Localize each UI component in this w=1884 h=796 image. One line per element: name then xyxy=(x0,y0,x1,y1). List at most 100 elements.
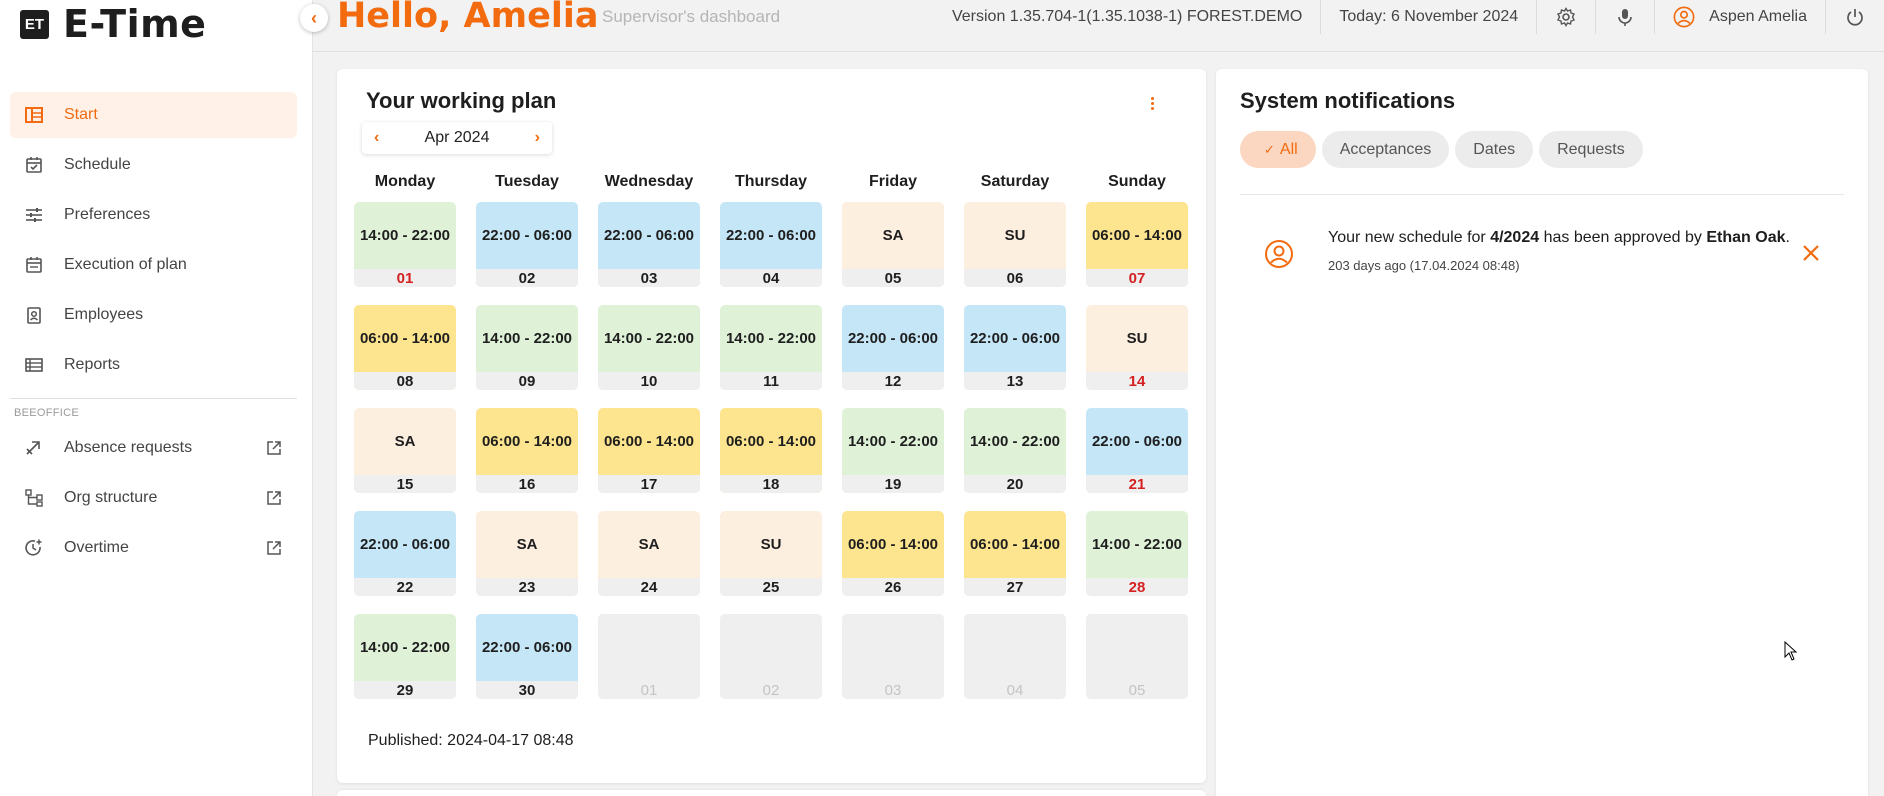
calendar-day-outside-month: 03 xyxy=(842,614,944,699)
shift-label: 06:00 - 14:00 xyxy=(603,433,695,450)
shift-label: 22:00 - 06:00 xyxy=(603,227,695,244)
shift-label: 14:00 - 22:00 xyxy=(481,330,573,347)
filter-requests[interactable]: Requests xyxy=(1539,131,1643,168)
sidebar-collapse-button[interactable]: ‹ xyxy=(300,4,328,32)
sidebar-item-org-structure[interactable]: Org structure xyxy=(10,475,297,521)
sidebar-item-label: Employees xyxy=(64,306,144,323)
calendar-day[interactable]: 22:00 - 06:00 04 xyxy=(720,202,822,287)
calendar-day[interactable]: 14:00 - 22:00 19 xyxy=(842,408,944,493)
logout-button[interactable] xyxy=(1825,0,1884,34)
page-subtitle: Supervisor's dashboard xyxy=(602,7,781,26)
sidebar-item-overtime[interactable]: Overtime xyxy=(10,525,297,571)
working-plan-card: Your working plan ‹ Apr 2024 › Monday Tue… xyxy=(337,69,1206,783)
calendar-day-outside-month: 02 xyxy=(720,614,822,699)
calendar-day[interactable]: 06:00 - 14:00 26 xyxy=(842,511,944,596)
user-menu[interactable]: Aspen Amelia xyxy=(1654,0,1825,34)
list-icon xyxy=(24,355,44,375)
user-avatar-icon xyxy=(1673,6,1695,28)
day-number: 06 xyxy=(964,269,1066,287)
calendar-day[interactable]: 06:00 - 14:00 27 xyxy=(964,511,1066,596)
sidebar-item-label: Reports xyxy=(64,356,121,373)
check-icon: ✓ xyxy=(1264,141,1275,157)
next-month-button[interactable]: › xyxy=(534,129,540,146)
shift-label xyxy=(842,614,944,681)
calendar-day[interactable]: 22:00 - 06:00 02 xyxy=(476,202,578,287)
sidebar-item-start[interactable]: Start xyxy=(10,92,297,138)
calendar-check-icon xyxy=(24,155,44,175)
shift-label: 06:00 - 14:00 xyxy=(359,330,451,347)
calendar-day-outside-month: 05 xyxy=(1086,614,1188,699)
day-number: 16 xyxy=(476,475,578,493)
notification-period: 4/2024 xyxy=(1490,229,1540,246)
calendar-day[interactable]: 14:00 - 22:00 09 xyxy=(476,305,578,390)
day-number: 24 xyxy=(598,578,700,596)
more-options-button[interactable] xyxy=(1144,91,1160,115)
shift-label: SA xyxy=(516,536,538,553)
calendar-day[interactable]: 22:00 - 06:00 13 xyxy=(964,305,1066,390)
shift-label: 22:00 - 06:00 xyxy=(481,639,573,656)
app-logo[interactable]: ET E-Time xyxy=(20,2,206,46)
filter-dates[interactable]: Dates xyxy=(1455,131,1534,168)
calendar-day[interactable]: 14:00 - 22:00 20 xyxy=(964,408,1066,493)
calendar-day[interactable]: 14:00 - 22:00 10 xyxy=(598,305,700,390)
sidebar-item-employees[interactable]: Employees xyxy=(10,292,297,338)
calendar-day[interactable]: 22:00 - 06:00 30 xyxy=(476,614,578,699)
shift-label: SA xyxy=(638,536,660,553)
calendar-day[interactable]: SA 23 xyxy=(476,511,578,596)
logo-mark: ET xyxy=(20,9,49,39)
sidebar-item-schedule[interactable]: Schedule xyxy=(10,142,297,188)
weekday-header: Monday Tuesday Wednesday Thursday Friday Satu… xyxy=(354,173,1194,193)
page-greeting: Hello, Amelia xyxy=(337,0,599,36)
sidebar-item-absence-requests[interactable]: Absence requests xyxy=(10,425,297,471)
header-toolbar: Version 1.35.704-1(1.35.1038-1) FOREST.D… xyxy=(934,0,1884,34)
calendar-day[interactable]: SA 05 xyxy=(842,202,944,287)
microphone-button[interactable] xyxy=(1595,0,1654,34)
sidebar-item-reports[interactable]: Reports xyxy=(10,342,297,388)
day-number: 10 xyxy=(598,372,700,390)
calendar-day[interactable]: 14:00 - 22:00 28 xyxy=(1086,511,1188,596)
calendar-day[interactable]: 06:00 - 14:00 16 xyxy=(476,408,578,493)
published-info: Published: 2024-04-17 08:48 xyxy=(368,732,574,749)
calendar-day[interactable]: 22:00 - 06:00 03 xyxy=(598,202,700,287)
month-picker: ‹ Apr 2024 › xyxy=(362,122,552,154)
day-number: 22 xyxy=(354,578,456,596)
notifications-card: System notifications ✓ All Acceptances D… xyxy=(1216,69,1868,796)
microphone-icon xyxy=(1614,6,1636,28)
calendar-day[interactable]: 06:00 - 14:00 18 xyxy=(720,408,822,493)
day-number: 04 xyxy=(964,681,1066,699)
filter-acceptances[interactable]: Acceptances xyxy=(1321,131,1450,168)
calendar-day[interactable]: SU 25 xyxy=(720,511,822,596)
more-vert-icon xyxy=(1150,96,1154,100)
shift-label: 14:00 - 22:00 xyxy=(359,639,451,656)
calendar-day[interactable]: 06:00 - 14:00 08 xyxy=(354,305,456,390)
calendar-day[interactable]: 22:00 - 06:00 22 xyxy=(354,511,456,596)
weekday-label: Friday xyxy=(868,173,917,190)
today-date: Today: 6 November 2024 xyxy=(1320,0,1536,34)
close-icon[interactable] xyxy=(1801,243,1821,263)
calendar-day[interactable]: 22:00 - 06:00 12 xyxy=(842,305,944,390)
filter-all[interactable]: ✓ All xyxy=(1240,131,1316,168)
day-number: 01 xyxy=(354,269,456,287)
calendar-day[interactable]: SA 24 xyxy=(598,511,700,596)
settings-button[interactable] xyxy=(1536,0,1595,34)
shift-label: 06:00 - 14:00 xyxy=(847,536,939,553)
calendar-day[interactable]: 14:00 - 22:00 29 xyxy=(354,614,456,699)
sidebar-item-execution-of-plan[interactable]: Execution of plan xyxy=(10,242,297,288)
prev-month-button[interactable]: ‹ xyxy=(374,129,380,146)
calendar-day[interactable]: SU 06 xyxy=(964,202,1066,287)
notification-item[interactable]: Your new schedule for 4/2024 has been ap… xyxy=(1240,225,1844,295)
shift-label: SA xyxy=(882,227,904,244)
sidebar-item-preferences[interactable]: Preferences xyxy=(10,192,297,238)
calendar-day[interactable]: 22:00 - 06:00 21 xyxy=(1086,408,1188,493)
calendar-day[interactable]: SU 14 xyxy=(1086,305,1188,390)
calendar-day[interactable]: 06:00 - 14:00 07 xyxy=(1086,202,1188,287)
calendar-day[interactable]: 06:00 - 14:00 17 xyxy=(598,408,700,493)
weekday-label: Saturday xyxy=(980,173,1050,190)
weekday-label: Sunday xyxy=(1108,173,1166,190)
calendar-day[interactable]: 14:00 - 22:00 01 xyxy=(354,202,456,287)
calendar-day[interactable]: SA 15 xyxy=(354,408,456,493)
shift-label: SA xyxy=(394,433,416,450)
day-number: 05 xyxy=(842,269,944,287)
weekday-label: Tuesday xyxy=(495,173,559,190)
calendar-day[interactable]: 14:00 - 22:00 11 xyxy=(720,305,822,390)
